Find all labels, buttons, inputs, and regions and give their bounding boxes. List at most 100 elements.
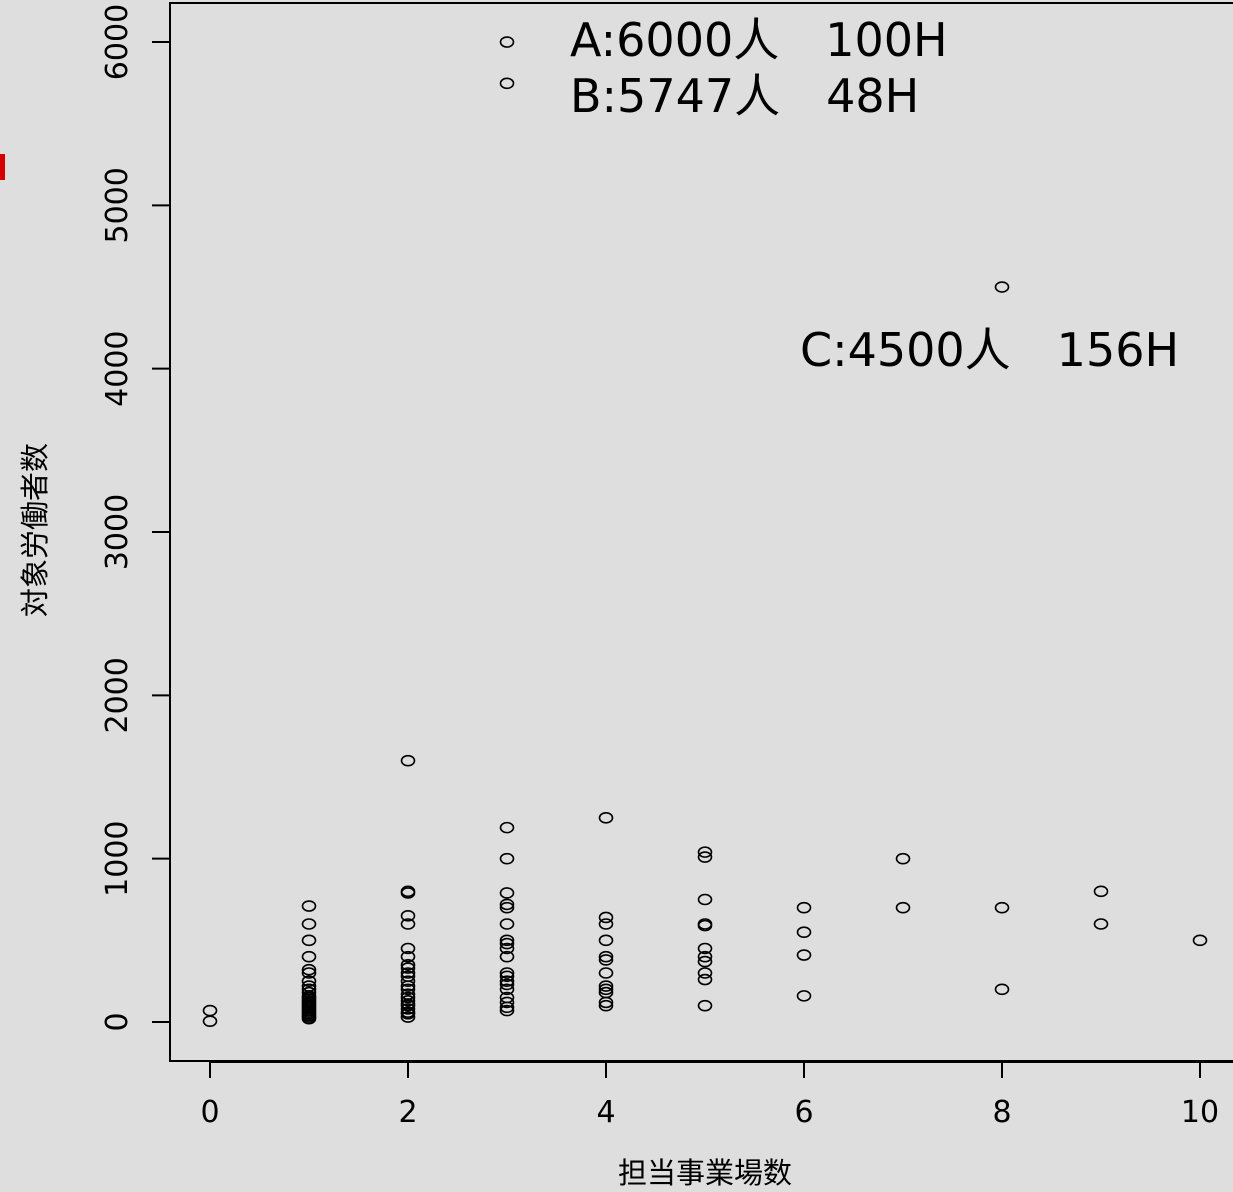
data-point [499, 937, 515, 950]
data-point [598, 954, 614, 966]
annotation-label: B:5747人 48H [570, 69, 919, 123]
data-point [499, 887, 515, 899]
data-point [598, 918, 614, 930]
data-point [499, 983, 515, 996]
data-point [895, 901, 911, 914]
data-point [202, 1004, 218, 1017]
data-point [598, 950, 614, 963]
edge-marker [0, 154, 5, 180]
data-point [697, 851, 713, 863]
data-point [400, 1006, 416, 1019]
data-point [301, 963, 317, 976]
y-axis: 0 1000 2000 3000 4000 5000 6000 [100, 4, 171, 1032]
data-point [697, 967, 713, 979]
data-point [499, 821, 515, 834]
x-axis: 0 2 4 6 8 10 [200, 1061, 1233, 1130]
data-point [400, 970, 416, 983]
data-point [598, 967, 614, 979]
data-point [301, 950, 317, 963]
data-point [499, 970, 515, 983]
y-axis-title: 対象労働者数 [18, 443, 52, 617]
x-tick-label: 6 [794, 1095, 813, 1130]
data-point [697, 973, 713, 986]
data-point [400, 994, 416, 1007]
y-tick-label: 2000 [100, 657, 135, 733]
data-point [499, 77, 515, 90]
data-point [1192, 934, 1208, 947]
data-point [994, 983, 1010, 996]
data-point [697, 950, 713, 963]
data-point [400, 975, 416, 987]
x-tick-label: 4 [596, 1095, 615, 1130]
data-point [499, 996, 515, 1009]
data-point [301, 986, 317, 999]
data-point [499, 950, 515, 963]
data-point [598, 999, 614, 1012]
x-tick-label: 8 [992, 1095, 1011, 1130]
x-axis-title: 担当事業場数 [618, 1156, 792, 1190]
annotation-label: C:4500人 156H [800, 323, 1179, 377]
data-point [301, 967, 317, 979]
data-point [499, 942, 515, 955]
data-point [400, 885, 416, 898]
data-point [796, 990, 812, 1002]
data-point [499, 36, 515, 48]
data-point [301, 900, 317, 912]
data-point [1093, 885, 1109, 898]
x-tick-label: 10 [1181, 1095, 1219, 1130]
data-point [499, 967, 515, 979]
data-point [400, 983, 416, 996]
y-tick-label: 4000 [100, 331, 135, 407]
data-point [301, 983, 317, 996]
data-point [499, 901, 515, 914]
data-point [301, 975, 317, 987]
data-point [301, 918, 317, 930]
data-point [301, 980, 317, 992]
data-points [202, 36, 1208, 1027]
data-point [598, 934, 614, 947]
data-point [400, 942, 416, 955]
data-point [400, 991, 416, 1004]
data-point [400, 988, 416, 1001]
data-point [994, 901, 1010, 914]
data-point [400, 754, 416, 767]
data-point [400, 910, 416, 922]
data-point [400, 918, 416, 930]
data-point [499, 934, 515, 947]
plot-area-border [169, 2, 1233, 1062]
data-point [499, 975, 515, 987]
data-point [697, 999, 713, 1012]
data-point [202, 1015, 218, 1027]
data-point [796, 926, 812, 938]
data-point [796, 949, 812, 961]
data-point [301, 934, 317, 947]
data-point [499, 991, 515, 1004]
y-tick-label: 1000 [100, 820, 135, 896]
data-point [499, 1004, 515, 1017]
data-point [895, 852, 911, 865]
data-point [697, 942, 713, 955]
data-point [598, 911, 614, 924]
data-point [499, 898, 515, 911]
data-point [697, 893, 713, 906]
x-tick-label: 0 [200, 1095, 219, 1130]
annotation-label: A:6000人 100H [570, 13, 948, 67]
data-point [598, 980, 614, 992]
data-point [697, 955, 713, 968]
data-point [598, 986, 614, 999]
data-point [598, 812, 614, 824]
data-point [697, 846, 713, 858]
y-tick-label: 0 [100, 1012, 135, 1031]
data-point [994, 281, 1010, 293]
y-tick-label: 3000 [100, 494, 135, 570]
data-point [400, 1003, 416, 1015]
y-tick-label: 6000 [100, 4, 135, 80]
data-point [400, 967, 416, 979]
data-point [400, 962, 416, 974]
data-point [499, 978, 515, 991]
data-point [400, 950, 416, 963]
x-tick-label: 2 [398, 1095, 417, 1130]
data-point [697, 918, 713, 930]
